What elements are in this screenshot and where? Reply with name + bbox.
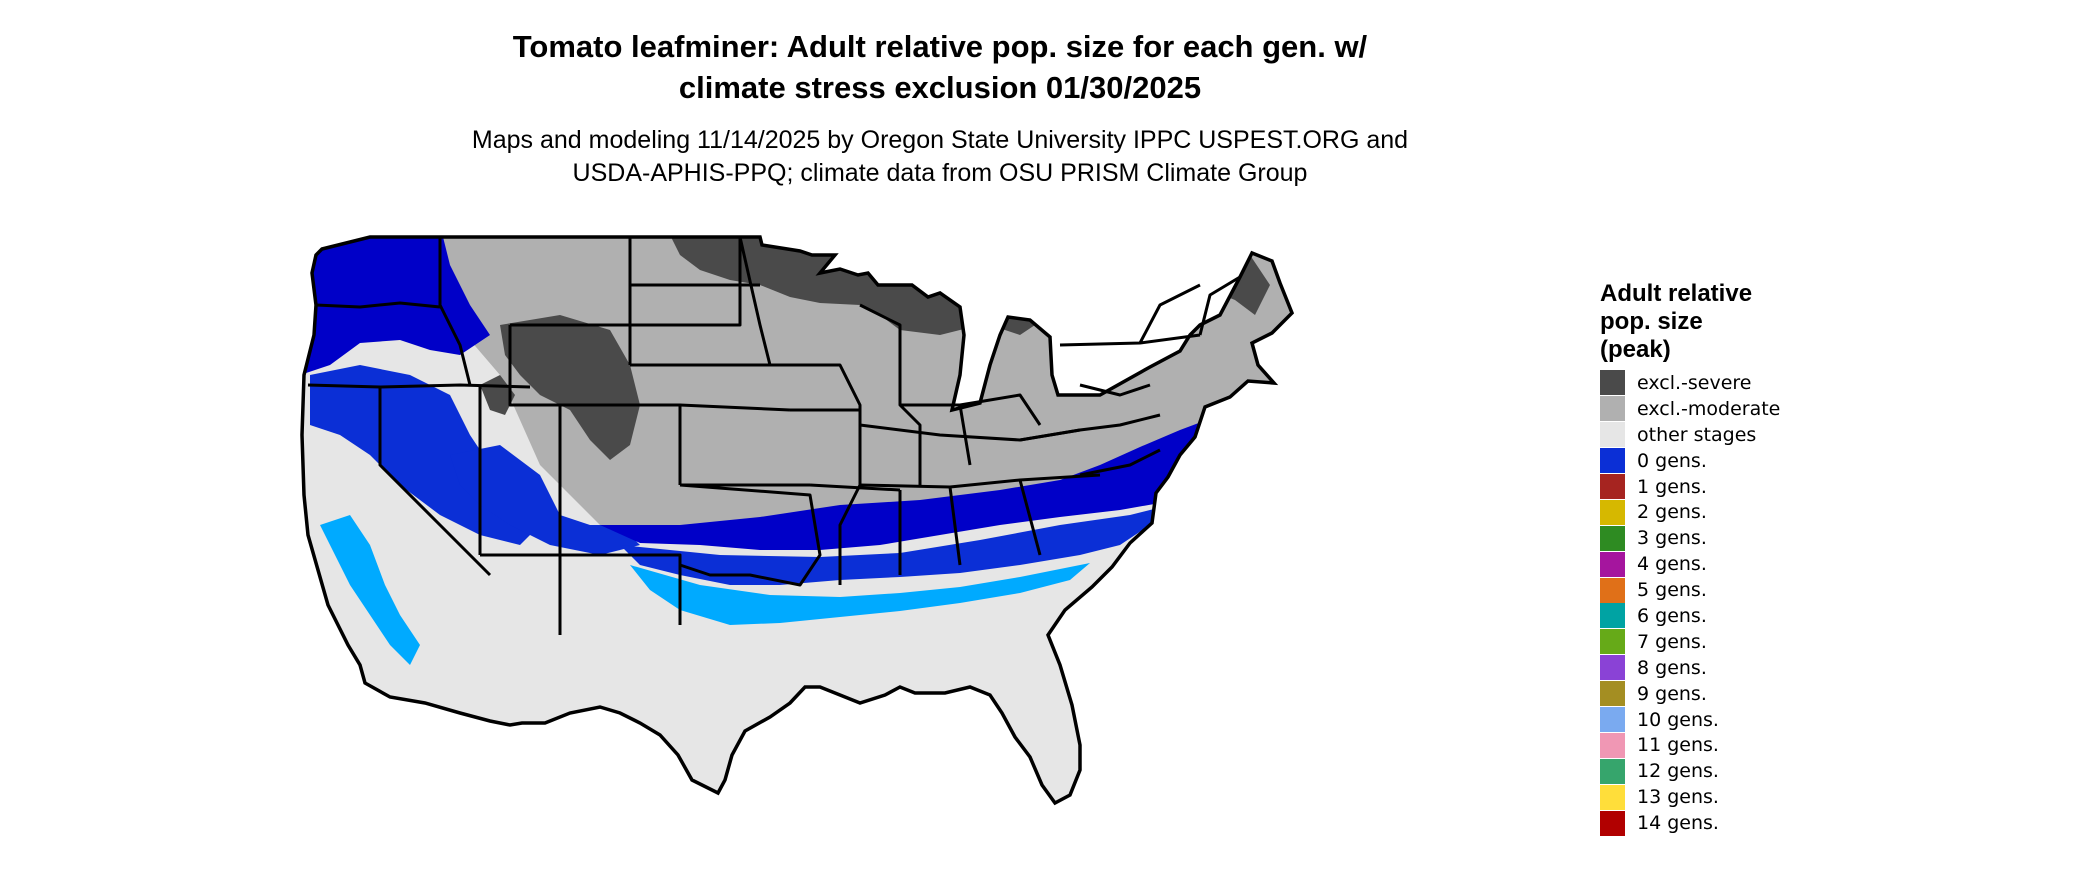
legend-swatch: [1600, 422, 1625, 448]
legend-label: 7 gens.: [1637, 630, 1707, 653]
legend-swatch: [1600, 732, 1625, 758]
map-title: Tomato leafminer: Adult relative pop. si…: [0, 26, 1880, 108]
legend-swatch: [1600, 370, 1625, 396]
legend-label: excl.-severe: [1637, 371, 1752, 394]
legend-item: excl.-severe: [1600, 370, 1780, 396]
legend-label: 1 gens.: [1637, 475, 1707, 498]
legend-item: 9 gens.: [1600, 681, 1780, 707]
legend-swatch: [1600, 707, 1625, 733]
legend-label: 13 gens.: [1637, 786, 1719, 809]
legend-label: 5 gens.: [1637, 579, 1707, 602]
legend-swatch: [1600, 525, 1625, 551]
legend-swatch: [1600, 655, 1625, 681]
map-subtitle: Maps and modeling 11/14/2025 by Oregon S…: [0, 124, 1880, 190]
legend-label: 8 gens.: [1637, 656, 1707, 679]
legend-item: 10 gens.: [1600, 707, 1780, 733]
legend-item: 4 gens.: [1600, 551, 1780, 577]
legend-swatch: [1600, 396, 1625, 422]
legend-item: 13 gens.: [1600, 784, 1780, 810]
legend-title-line-2: pop. size: [1600, 308, 1703, 335]
title-line-2: climate stress exclusion 01/30/2025: [678, 70, 1202, 105]
legend-item: excl.-moderate: [1600, 396, 1780, 422]
legend-item: 7 gens.: [1600, 629, 1780, 655]
legend-item: 8 gens.: [1600, 655, 1780, 681]
legend: Adult relative pop. size (peak) excl.-se…: [1600, 280, 1780, 836]
legend-swatch: [1600, 784, 1625, 810]
legend-label: 9 gens.: [1637, 682, 1707, 705]
legend-label: 4 gens.: [1637, 553, 1707, 576]
legend-item: 0 gens.: [1600, 448, 1780, 474]
legend-label: 6 gens.: [1637, 604, 1707, 627]
legend-label: 10 gens.: [1637, 708, 1719, 731]
legend-swatch: [1600, 758, 1625, 784]
legend-item: 5 gens.: [1600, 577, 1780, 603]
legend-swatch: [1600, 499, 1625, 525]
legend-swatch: [1600, 629, 1625, 655]
legend-item: other stages: [1600, 422, 1780, 448]
legend-swatch: [1600, 474, 1625, 499]
legend-label: 2 gens.: [1637, 501, 1707, 524]
legend-item: 14 gens.: [1600, 810, 1780, 836]
subtitle-line-2: USDA-APHIS-PPQ; climate data from OSU PR…: [572, 159, 1308, 187]
legend-label: 0 gens.: [1637, 449, 1707, 472]
us-map: [300, 235, 1294, 805]
legend-label: 3 gens.: [1637, 527, 1707, 550]
legend-item: 3 gens.: [1600, 525, 1780, 551]
legend-label: 12 gens.: [1637, 760, 1719, 783]
legend-item: 1 gens.: [1600, 474, 1780, 500]
title-line-1: Tomato leafminer: Adult relative pop. si…: [512, 29, 1368, 64]
subtitle-line-1: Maps and modeling 11/14/2025 by Oregon S…: [471, 126, 1409, 154]
legend-swatch: [1600, 681, 1625, 707]
legend-swatch: [1600, 551, 1625, 577]
legend-swatch: [1600, 603, 1625, 629]
legend-item: 12 gens.: [1600, 758, 1780, 784]
legend-title: Adult relative pop. size (peak): [1600, 280, 1780, 364]
legend-swatch: [1600, 810, 1625, 836]
legend-title-line-1: Adult relative: [1600, 280, 1753, 307]
legend-item: 6 gens.: [1600, 603, 1780, 629]
legend-label: 11 gens.: [1637, 734, 1719, 757]
legend-title-line-3: (peak): [1600, 336, 1671, 363]
legend-label: excl.-moderate: [1637, 397, 1781, 420]
legend-swatch: [1600, 577, 1625, 603]
legend-label: 14 gens.: [1637, 812, 1719, 835]
legend-item: 11 gens.: [1600, 732, 1780, 758]
legend-items: excl.-severe excl.-moderate other stages 0 …: [1600, 370, 1780, 836]
legend-swatch: [1600, 448, 1625, 474]
legend-item: 2 gens.: [1600, 499, 1780, 525]
legend-label: other stages: [1637, 423, 1757, 446]
